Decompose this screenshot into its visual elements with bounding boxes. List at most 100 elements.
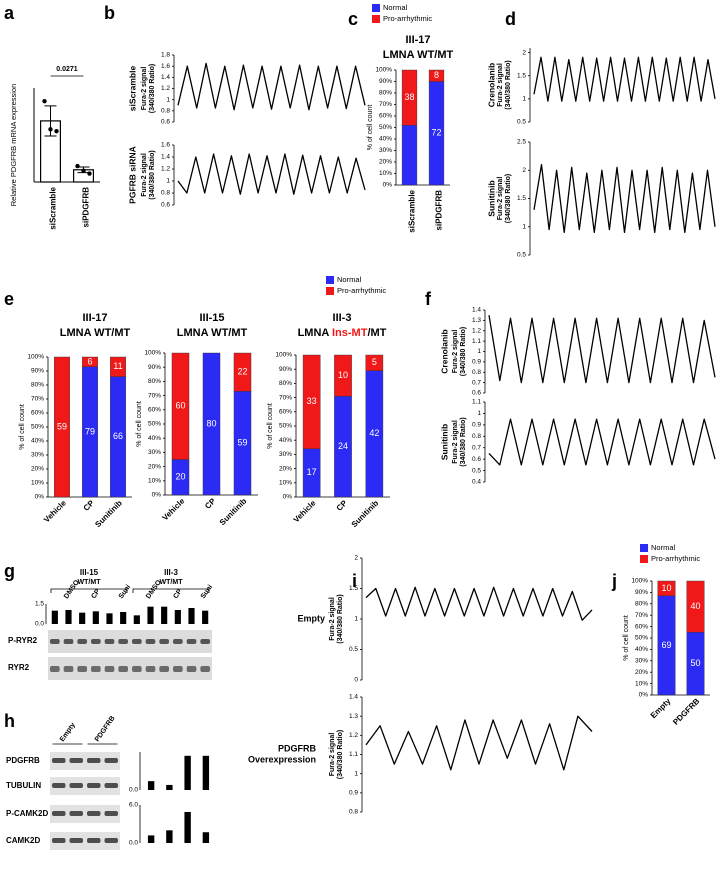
y-axis-label: (340/380 Ratio) — [460, 327, 467, 376]
y-axis-label: Relative PDGFRB mRNA expression — [9, 84, 18, 207]
bar-segment — [302, 354, 321, 449]
group-bracket — [132, 588, 210, 593]
bar-segment — [202, 352, 221, 496]
trace-label: Sunitinib — [486, 180, 496, 216]
y-tick-label: 90% — [379, 78, 392, 85]
y-tick-label: 20% — [379, 159, 392, 166]
y-tick-label: 1 — [354, 616, 358, 623]
bar — [133, 615, 140, 624]
count-label: 66 — [113, 431, 123, 441]
blot-band — [87, 811, 101, 816]
signal-trace — [533, 163, 716, 234]
x-tick-label: Sunitinib — [218, 496, 249, 527]
bar-segment — [401, 124, 418, 186]
blot-band — [63, 666, 74, 672]
count-label: 33 — [307, 396, 317, 406]
blot-band — [145, 639, 156, 644]
blot-band — [104, 758, 118, 763]
blot-strip — [50, 805, 120, 823]
count-label: 69 — [661, 640, 671, 650]
count-label: 80 — [206, 418, 216, 428]
y-tick-label: 1 — [166, 96, 170, 103]
bar-segment — [401, 69, 418, 126]
bar — [120, 612, 127, 624]
y-tick-label: 6.0 — [129, 802, 138, 809]
blot-band — [118, 639, 128, 644]
y-tick-label: 1 — [522, 96, 526, 103]
y-tick-label: 40% — [31, 438, 44, 445]
y-tick-label: 1.1 — [349, 751, 358, 758]
y-axis-label: % of cell count — [367, 105, 374, 151]
blot-band — [186, 639, 197, 644]
row-label: TUBULIN — [6, 781, 41, 790]
blot-band — [69, 838, 83, 843]
count-label: 42 — [369, 428, 379, 438]
y-tick-label: 2.5 — [517, 139, 526, 146]
x-tick-label: siPDGFRB — [435, 190, 444, 231]
signal-trace — [177, 153, 366, 195]
p-value: 0.0271 — [56, 66, 78, 73]
y-tick-label: 80% — [148, 378, 161, 385]
trace-label: siScramble — [127, 66, 137, 112]
chart-subtitle: LMNA WT/MT — [383, 49, 454, 61]
signal-trace — [533, 56, 716, 102]
panel-label: g — [4, 561, 15, 581]
bar — [202, 832, 210, 843]
y-tick-label: 50% — [635, 635, 648, 642]
trace-label: Overexpression — [248, 754, 316, 764]
count-label: 24 — [338, 441, 348, 451]
blot-band — [69, 758, 83, 763]
y-tick-label: 100% — [375, 67, 392, 74]
y-tick-label: 1.2 — [161, 166, 170, 173]
blot-band — [50, 666, 60, 672]
y-tick-label: 70% — [279, 394, 292, 401]
trace-label: Sunitinib — [439, 424, 449, 460]
blot-band — [69, 811, 83, 816]
signal-trace — [177, 62, 366, 111]
data-point — [87, 171, 92, 176]
bar-segment — [110, 356, 126, 377]
count-label: 59 — [57, 421, 67, 431]
bar — [147, 781, 155, 790]
y-axis-label: Fura-2 signal — [452, 420, 459, 464]
y-tick-label: 40% — [635, 646, 648, 653]
subtitle-part: LMNA WT/MT — [383, 49, 454, 61]
count-label: 6 — [87, 356, 92, 366]
legend-label: Pro-arrhythmic — [383, 14, 432, 23]
y-tick-label: 1.4 — [161, 154, 170, 161]
bar — [147, 835, 155, 843]
y-tick-label: 0.8 — [472, 433, 481, 440]
blot-band — [52, 811, 66, 816]
trace-label: PGFRB siRNA — [127, 146, 137, 204]
y-axis-label: Fura-2 signal — [329, 597, 336, 641]
blot-band — [87, 838, 101, 843]
y-tick-label: 10% — [379, 170, 392, 177]
blot-band — [77, 639, 87, 644]
y-tick-label: 2 — [522, 49, 526, 56]
y-tick-label: 10% — [148, 478, 161, 485]
blot-band — [104, 783, 118, 788]
y-axis-label: (340/380 Ratio) — [149, 150, 156, 199]
y-tick-label: 60% — [148, 407, 161, 414]
bar — [188, 608, 195, 624]
y-tick-label: 90% — [31, 368, 44, 375]
x-tick-label: Sunitinib — [93, 498, 124, 529]
lane-label: Empty — [59, 722, 77, 744]
y-tick-label: 1.8 — [161, 52, 170, 59]
y-axis-label: % of cell count — [267, 403, 274, 449]
x-tick-label: Vehicle — [292, 498, 318, 524]
bar — [92, 611, 99, 624]
y-axis-label: % of cell count — [19, 404, 26, 450]
count-label: 5 — [372, 357, 377, 367]
chart-title: III-3 — [333, 312, 352, 324]
bar-segment — [54, 356, 70, 498]
panel-label: h — [4, 711, 15, 731]
x-tick-label: CP — [335, 498, 350, 513]
blot-strip — [48, 657, 212, 680]
panel-label: a — [4, 3, 15, 23]
y-tick-label: 70% — [379, 101, 392, 108]
y-tick-label: 0 — [354, 677, 358, 684]
panel-label: e — [4, 289, 14, 309]
blot-band — [159, 666, 169, 672]
bar — [106, 613, 113, 624]
